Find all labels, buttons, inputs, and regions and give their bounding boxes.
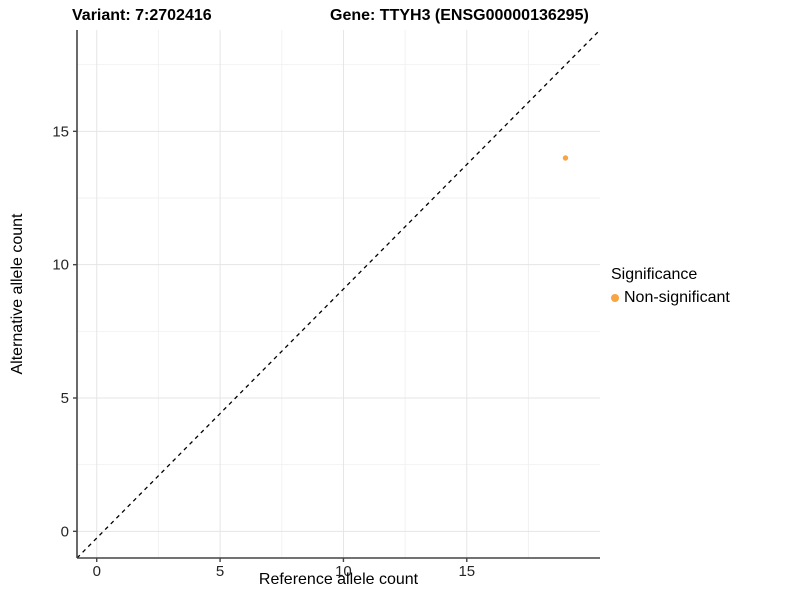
legend-point-icon (611, 294, 619, 302)
y-tick-label: 0 (61, 523, 69, 540)
x-tick-label: 15 (458, 563, 475, 580)
legend-item-non-significant: Non-significant (611, 289, 730, 307)
plot-title-variant: Variant: 7:2702416 (72, 7, 212, 24)
x-tick-label: 0 (93, 563, 101, 580)
y-tick-label: 10 (52, 257, 69, 274)
x-tick-label: 5 (216, 563, 224, 580)
x-tick-label: 10 (335, 563, 352, 580)
y-axis-label: Alternative allele count (9, 213, 26, 375)
y-tick-label: 5 (61, 390, 69, 407)
legend-item-label: Non-significant (624, 289, 730, 306)
legend: Significance Non-significant (611, 266, 730, 307)
y-tick-label: 15 (52, 123, 69, 140)
data-point (562, 155, 569, 161)
identity-line (76, 29, 601, 559)
x-axis-label: Reference allele count (258, 571, 419, 588)
legend-title: Significance (611, 266, 698, 283)
plot-title-gene: Gene: TTYH3 (ENSG00000136295) (330, 7, 589, 24)
